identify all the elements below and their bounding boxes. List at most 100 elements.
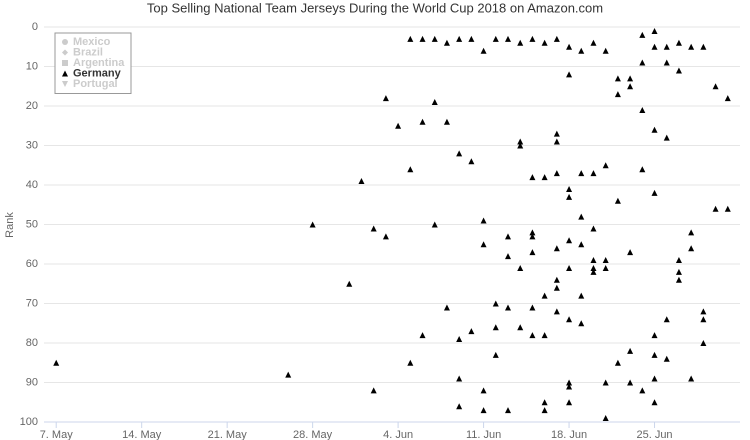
data-point [675, 67, 682, 74]
legend-symbol [62, 81, 68, 87]
data-point [529, 249, 536, 256]
data-point [346, 280, 353, 287]
data-point [541, 39, 548, 46]
data-point [517, 324, 524, 331]
data-point [651, 399, 658, 406]
data-point [578, 170, 585, 177]
legend-symbol [62, 60, 68, 66]
data-point [529, 304, 536, 311]
data-point [431, 35, 438, 42]
data-point [529, 174, 536, 181]
data-point [627, 75, 634, 82]
data-point [517, 142, 524, 149]
data-point [553, 130, 560, 137]
data-point [578, 47, 585, 54]
data-point [407, 35, 414, 42]
data-point [639, 31, 646, 38]
legend-symbol [62, 70, 68, 77]
data-point [602, 257, 609, 264]
data-point [419, 35, 426, 42]
data-point [517, 39, 524, 46]
data-point [688, 43, 695, 50]
data-point [553, 138, 560, 145]
data-point [663, 134, 670, 141]
data-point [480, 47, 487, 54]
x-tick-label: 11. Jun [466, 429, 501, 440]
data-point [456, 35, 463, 42]
data-point [480, 387, 487, 394]
legend-label[interactable]: Brazil [73, 46, 103, 58]
data-point [663, 355, 670, 362]
y-tick-label: 90 [26, 376, 38, 388]
data-point [505, 407, 511, 414]
data-point [700, 308, 707, 315]
data-point [688, 229, 695, 236]
data-point [651, 27, 658, 34]
data-point [456, 336, 463, 343]
data-point [443, 39, 450, 46]
data-point [675, 39, 682, 46]
x-tick-label: 4. Jun [383, 429, 413, 440]
data-point [456, 375, 463, 382]
data-point [382, 233, 389, 240]
data-point [443, 304, 450, 311]
y-tick-label: 80 [26, 337, 38, 349]
data-point [712, 205, 719, 212]
data-point [639, 59, 646, 66]
data-point [529, 332, 536, 339]
data-point [492, 324, 499, 331]
legend-symbol [62, 39, 68, 45]
data-point [553, 35, 560, 42]
data-point [553, 276, 560, 283]
data-point [529, 35, 536, 42]
x-tick-label: 21. May [208, 429, 248, 440]
data-point [651, 189, 658, 196]
data-point [480, 407, 487, 414]
data-point [456, 403, 463, 410]
data-point [541, 332, 548, 339]
data-point [614, 197, 621, 204]
data-point [566, 71, 573, 78]
data-point [529, 229, 536, 236]
x-tick-label: 28. May [293, 429, 333, 440]
data-point [578, 241, 585, 248]
data-point [456, 150, 463, 157]
data-point [553, 245, 560, 252]
data-point [724, 95, 731, 102]
data-point [566, 383, 573, 390]
data-point [566, 399, 573, 406]
data-point [566, 316, 573, 323]
data-point [492, 35, 499, 42]
data-point [419, 332, 426, 339]
data-point [602, 415, 609, 422]
data-point [468, 328, 475, 335]
legend-label[interactable]: Portugal [73, 78, 118, 90]
legend-label[interactable]: Mexico [73, 36, 111, 48]
data-point [468, 35, 475, 42]
data-point [553, 308, 560, 315]
data-point [480, 241, 487, 248]
legend-label[interactable]: Argentina [73, 57, 125, 69]
y-tick-label: 100 [20, 416, 38, 428]
data-point [627, 379, 634, 386]
data-point [602, 47, 609, 54]
data-point [651, 43, 658, 50]
data-point [566, 43, 573, 50]
data-point [492, 351, 499, 358]
data-point [370, 387, 377, 394]
legend-label[interactable]: Germany [73, 67, 122, 79]
data-point [431, 221, 438, 228]
data-point [614, 75, 621, 82]
data-point [578, 213, 585, 220]
x-tick-label: 7. May [40, 429, 74, 440]
data-point [590, 257, 597, 264]
data-point [566, 379, 573, 386]
data-point [443, 118, 450, 125]
y-tick-label: 20 [26, 100, 38, 112]
x-tick-label: 14. May [122, 429, 162, 440]
y-tick-label: 60 [26, 258, 38, 270]
data-point [431, 99, 438, 106]
data-point [566, 237, 573, 244]
